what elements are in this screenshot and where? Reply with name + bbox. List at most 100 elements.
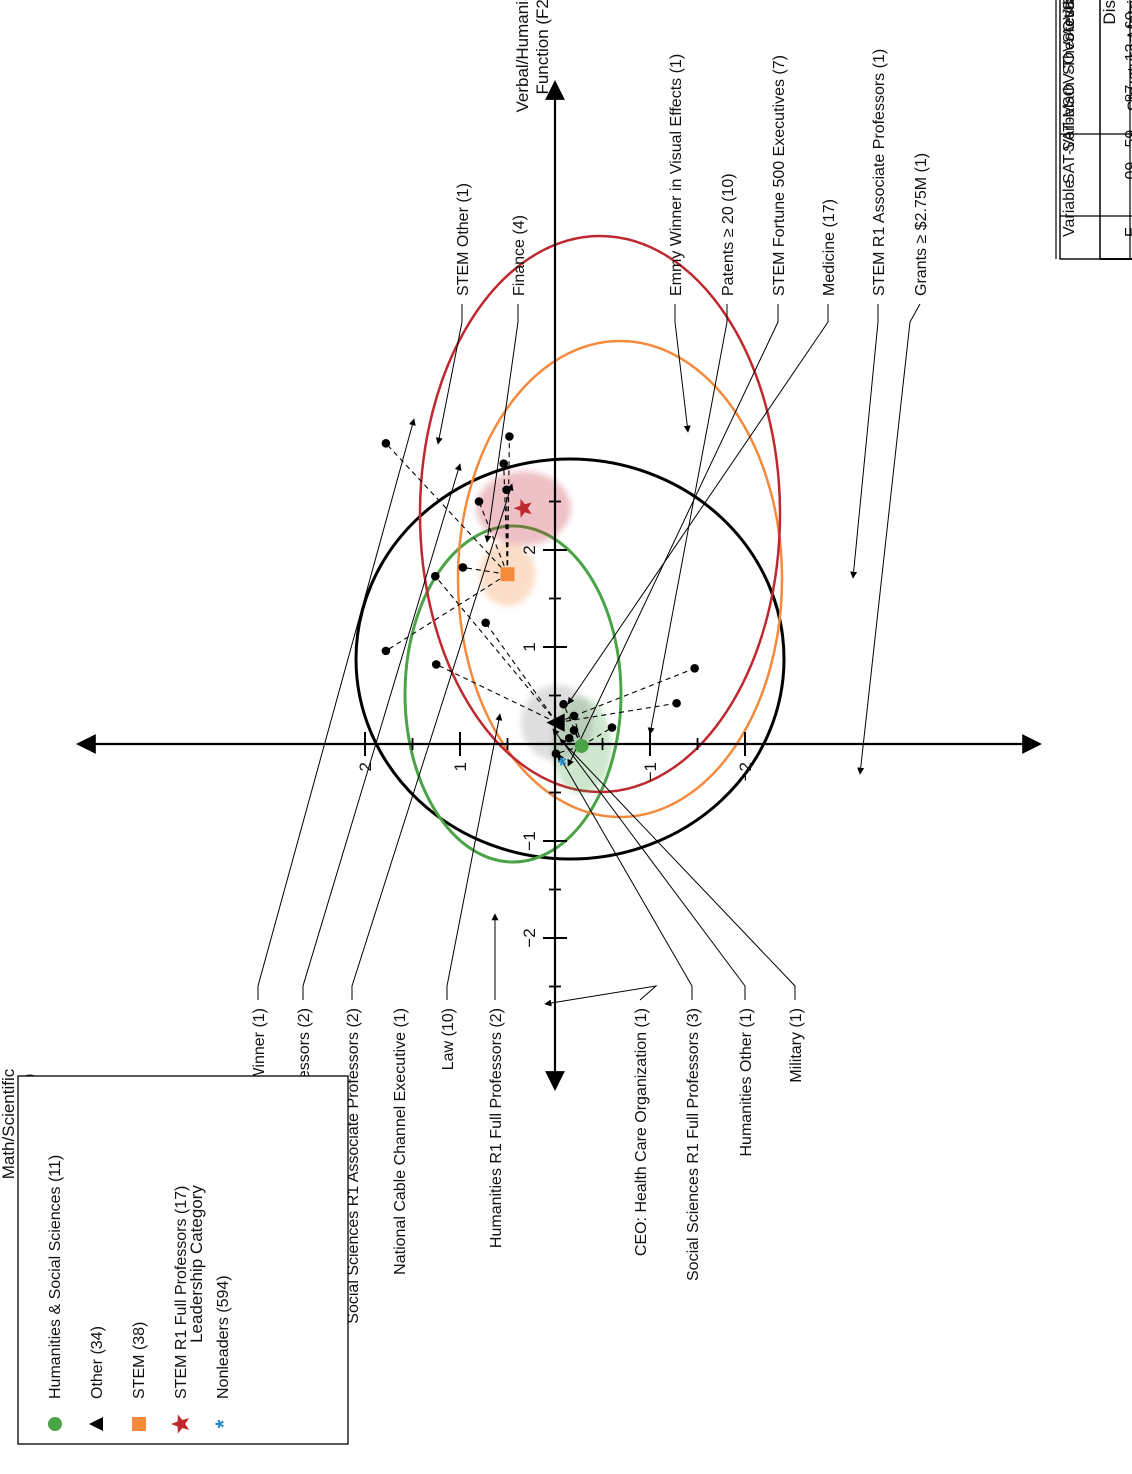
point-label: Finance (4) <box>511 215 528 296</box>
table-row-value: .09 <box>1123 162 1132 184</box>
callout-line <box>857 303 921 775</box>
centroid-link <box>503 463 509 575</box>
label-callouts <box>257 303 921 1007</box>
legend-marker-asterisk: * <box>211 1419 236 1428</box>
data-point <box>564 733 574 743</box>
f2-tick-label: −2 <box>520 928 539 947</box>
f2-axis-title: Verbal/HumanisticFunction (F2) <box>513 0 552 113</box>
legend-title: Leadership Category <box>187 1185 206 1343</box>
centroid-link <box>506 436 510 575</box>
legend-marker-square <box>132 1417 146 1431</box>
centroid-link <box>462 566 508 575</box>
centroid-link <box>485 622 558 723</box>
callout-line <box>435 304 463 445</box>
point-label: Military (1) <box>788 1008 805 1083</box>
table-border <box>1059 0 1132 260</box>
centroid-link <box>385 573 508 652</box>
centroid-link <box>556 702 677 724</box>
axes: 2 1 −1 −2 −2 −1 1 2 Verbal/HumanisticFunction (F… <box>0 0 1042 1179</box>
data-point <box>502 485 511 495</box>
data-point <box>672 698 681 708</box>
table-row-value: .59 <box>1123 130 1132 152</box>
point-label: Medicine (17) <box>821 199 838 296</box>
structure-matrix-table: Dis Structure Matri Variable F SAT-Verbal .09… <box>1055 0 1132 260</box>
callout-line <box>484 304 519 543</box>
data-point <box>481 618 490 628</box>
centroid-stem <box>500 567 515 582</box>
callout-line <box>446 713 503 1000</box>
f1-tick-label: −1 <box>641 762 660 781</box>
legend-marker-star <box>171 1414 190 1434</box>
ellipse-other <box>354 457 786 861</box>
legend-item-label: Humanities & Social Sciences (11) <box>47 1155 64 1399</box>
f2-tick-label: 1 <box>520 642 539 651</box>
table-row-variable: SOV-Religious <box>1061 0 1078 11</box>
point-label: Social Sciences R1 Associate Professors … <box>345 1008 362 1324</box>
legend: Leadership Category Humanities & Social S… <box>17 1075 349 1445</box>
point-label: Humanities Other (1) <box>738 1008 755 1157</box>
data-point <box>505 432 514 441</box>
callout-line <box>302 463 462 1000</box>
f1-tick-label: 2 <box>356 762 375 771</box>
data-point <box>559 699 568 709</box>
legend-item-label: Other (34) <box>89 1326 106 1399</box>
callout-line <box>351 483 514 1000</box>
point-label: STEM Other (1) <box>455 183 472 296</box>
data-point <box>569 711 579 721</box>
point-label: STEM Fortune 500 Executives (7) <box>771 55 788 296</box>
centroid-link <box>581 727 613 747</box>
callout-line <box>557 753 693 1000</box>
callout-line <box>567 304 779 767</box>
table-header-f: F <box>1123 227 1132 237</box>
table-row-variable: SOV-Aesthetic <box>1061 0 1078 75</box>
centroid-link <box>556 667 695 724</box>
point-label: STEM R1 Associate Professors (1) <box>871 49 888 296</box>
point-label: Patents ≥ 20 (10) <box>720 173 737 296</box>
centroid-confidence-blobs <box>476 471 612 794</box>
table-title: Structure Matri <box>1124 0 1132 111</box>
data-points <box>381 432 699 758</box>
table-row-value: −.56 <box>1123 0 1132 11</box>
callout-line <box>674 304 691 433</box>
f2-tick-label: 2 <box>520 545 539 554</box>
data-point <box>431 660 441 669</box>
table-row-value: −.13 <box>1123 43 1132 75</box>
data-point <box>431 571 440 581</box>
data-point <box>690 664 699 673</box>
point-label: Social Sciences R1 Full Professors (3) <box>685 1008 702 1281</box>
point-label: Grants ≥ $2.75M (1) <box>913 153 930 296</box>
legend-marker-circle <box>48 1417 62 1431</box>
centroid-link <box>436 663 558 724</box>
table-row-value: .87 <box>1123 85 1132 107</box>
centroid-stem-r1-full-professors <box>513 498 532 518</box>
callout-line <box>552 728 746 1000</box>
table-header-variable: Variable <box>1061 179 1078 237</box>
centroid-link <box>563 704 583 747</box>
table-title-prefix: Dis <box>1100 0 1119 25</box>
centroid-arrows <box>385 436 695 755</box>
table-row-variable: SOV-Social <box>1061 0 1078 43</box>
legend-marker-triangle <box>89 1417 103 1431</box>
callout-line <box>850 304 879 579</box>
centroid-other <box>546 713 565 732</box>
data-point <box>458 563 468 572</box>
callout-line <box>559 738 796 1000</box>
callout-line <box>647 304 728 735</box>
callout-line <box>544 985 658 1007</box>
centroid-link <box>434 575 558 724</box>
point-label: Humanities R1 Full Professors (2) <box>488 1008 505 1248</box>
data-point <box>607 723 617 732</box>
data-point <box>499 459 509 468</box>
data-point <box>551 749 561 758</box>
f2-axis-title-line: Function (F2) <box>533 0 552 95</box>
f1-tick-label: 1 <box>451 762 470 771</box>
point-label: National Cable Channel Executive (1) <box>392 1008 409 1275</box>
centroid-humanities-social-sciences <box>574 738 589 753</box>
data-point <box>569 726 579 735</box>
centroid-markers: * <box>500 498 589 766</box>
callout-line <box>567 304 829 705</box>
legend-item-label: STEM (38) <box>131 1322 148 1399</box>
legend-item-label: STEM R1 Full Professors (17) <box>173 1186 190 1399</box>
centroid-link <box>478 501 509 575</box>
